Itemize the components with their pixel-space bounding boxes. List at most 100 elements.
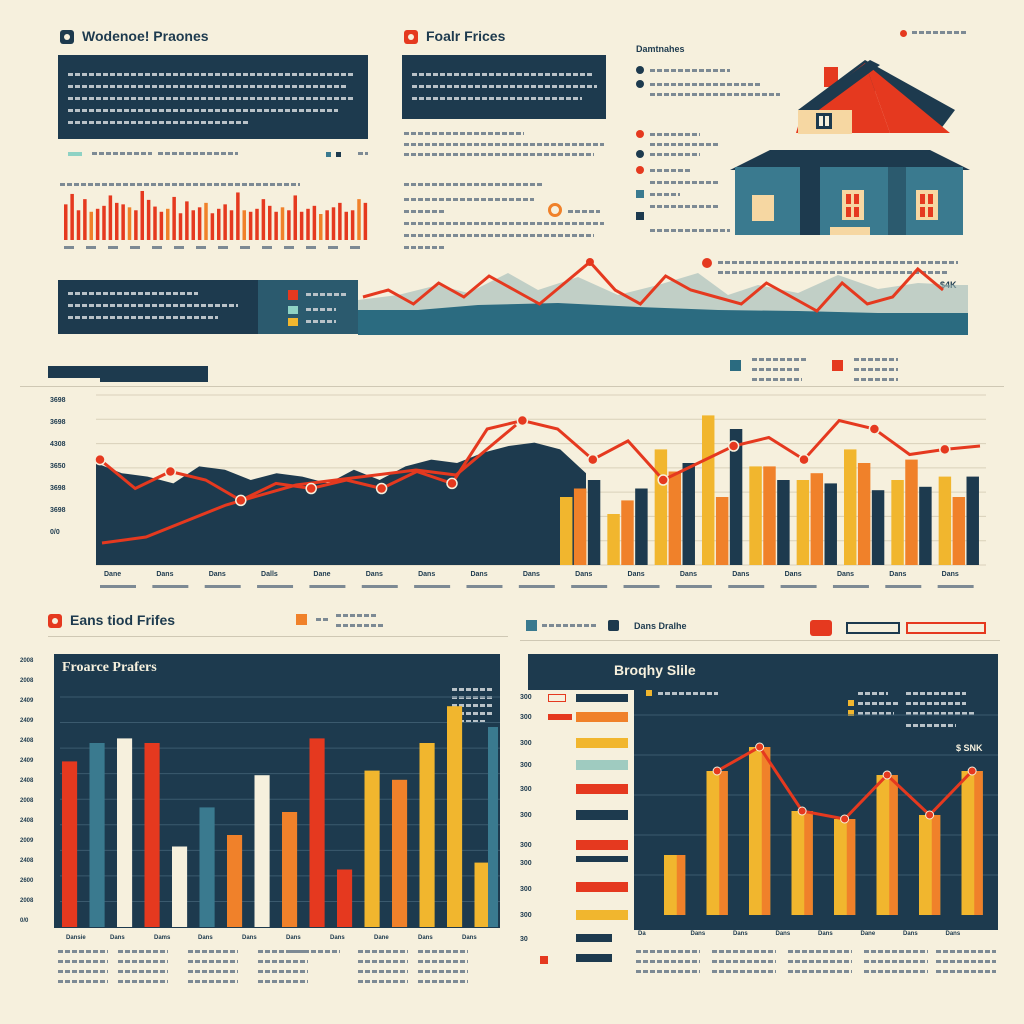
finance-bar (62, 761, 78, 927)
top-bar (64, 204, 68, 240)
main-x-tick-label: Dans (575, 571, 592, 578)
top-bar (70, 193, 74, 240)
main-bar (702, 415, 715, 565)
main-bar (621, 500, 634, 565)
main-y-tick-label: 3698 (50, 507, 66, 514)
finance-y-tick-label: 2408 (20, 818, 34, 824)
property-line-point (925, 810, 935, 820)
bullet-icon (636, 166, 644, 174)
property-x-tick-label: Dans (691, 931, 706, 937)
main-bar (891, 480, 904, 565)
main-bar (654, 449, 668, 565)
bottom-left-legend (296, 614, 307, 625)
bottom-right-legend-teal (526, 620, 537, 631)
main-x-tick-label: Dans (785, 571, 802, 578)
top-bar (127, 207, 132, 240)
top-bar (338, 202, 342, 240)
top-bar (293, 195, 298, 240)
finance-x-tick-label: Dans (110, 935, 125, 941)
property-x-tick-label: Dans (818, 931, 833, 937)
main-x-sublabel (675, 585, 712, 588)
property-bar-shade (676, 855, 686, 915)
main-x-sublabel (257, 585, 294, 588)
bottom-left-header: Eans tiod Frifes (48, 612, 175, 629)
finance-y-tick-label: 2008 (20, 898, 34, 904)
top-bar (95, 208, 100, 240)
wave-peak-dot (585, 258, 594, 266)
main-line-point (727, 440, 740, 452)
main-combo-chart: 3698 3698 4308 3650 3698 3698 0/0 Dane Dans Dans… (50, 394, 986, 588)
main-line-point (939, 443, 951, 456)
top-bar-tick-label (262, 246, 272, 249)
main-line-point (446, 477, 458, 490)
main-legend-red (832, 360, 843, 371)
property-bar-shade (804, 811, 813, 915)
main-x-tick-label: Dane (313, 571, 330, 578)
red-flag-icon[interactable] (810, 620, 832, 636)
top-bar (153, 206, 157, 240)
main-x-tick-label: Dans (366, 571, 383, 578)
top-bar-tick-label (306, 246, 316, 249)
filter-button-1[interactable] (846, 622, 900, 634)
property-line-point (967, 766, 977, 776)
summary-legend (68, 152, 368, 160)
finance-x-tick-label: Dans (286, 935, 301, 941)
finance-bar (309, 738, 325, 927)
house-window (916, 190, 938, 220)
filter-button-2[interactable] (906, 622, 986, 634)
top-left-header-text: Wodenoe! Praones (82, 28, 209, 44)
top-bar (331, 207, 336, 240)
finance-y-tick-label: 2008 (20, 798, 34, 804)
top-bar (191, 210, 196, 240)
main-chart-tab-2[interactable] (100, 366, 208, 382)
top-middle-header-text: Foalr Frices (426, 28, 506, 44)
top-bar (76, 210, 81, 240)
finance-bar (172, 846, 188, 927)
property-line-point (712, 766, 722, 776)
main-x-sublabel (780, 585, 817, 588)
wave-red-dot (702, 258, 712, 268)
top-bar (268, 205, 272, 240)
wave-legend-panel (258, 280, 358, 334)
main-x-tick-label: Dans (209, 571, 226, 578)
finance-bar (419, 743, 435, 927)
main-x-sublabel (937, 585, 974, 588)
main-bar (905, 459, 918, 565)
main-line-point (657, 474, 669, 486)
main-x-sublabel (100, 585, 136, 588)
main-line-point (516, 414, 529, 427)
top-bar-tick-label (328, 246, 338, 249)
main-bar (682, 463, 695, 565)
property-bar-shade (974, 771, 983, 915)
main-x-tick-label: Dalls (261, 571, 278, 578)
finance-y-tick-label: 2408 (20, 778, 34, 784)
property-bar-shade (846, 819, 856, 915)
top-bar (146, 199, 151, 240)
main-chart-tab-1[interactable] (48, 366, 100, 378)
bottom-right-tag: Dans Dralhe (634, 621, 687, 631)
main-x-tick-label: Dans (837, 571, 854, 578)
top-bar (140, 190, 145, 240)
finance-bar (117, 738, 133, 927)
top-bar (197, 207, 202, 240)
property-x-tick-label: Da (638, 931, 646, 937)
main-x-tick-label: Dans (523, 571, 540, 578)
property-x-tick-label: Dans (946, 931, 961, 937)
top-bar (299, 211, 304, 240)
top-bar (217, 208, 221, 240)
finance-bar (392, 779, 408, 927)
top-bar-tick-label (196, 246, 206, 249)
finance-y-tick-label: 2600 (20, 878, 34, 884)
top-bar (280, 207, 285, 240)
finance-y-tick-label: 0/0 (20, 918, 29, 924)
main-y-tick-label: 4308 (50, 441, 66, 448)
top-bar (261, 199, 266, 240)
top-bar-tick-label (218, 246, 228, 249)
bullet-icon (636, 80, 644, 88)
property-bar-shade (761, 747, 771, 915)
property-panel-title: Broqhy Slile (614, 662, 696, 678)
main-bar (919, 486, 932, 565)
top-bar (287, 210, 291, 240)
main-x-tick-label: Dans (732, 571, 749, 578)
top-bar (159, 211, 164, 240)
